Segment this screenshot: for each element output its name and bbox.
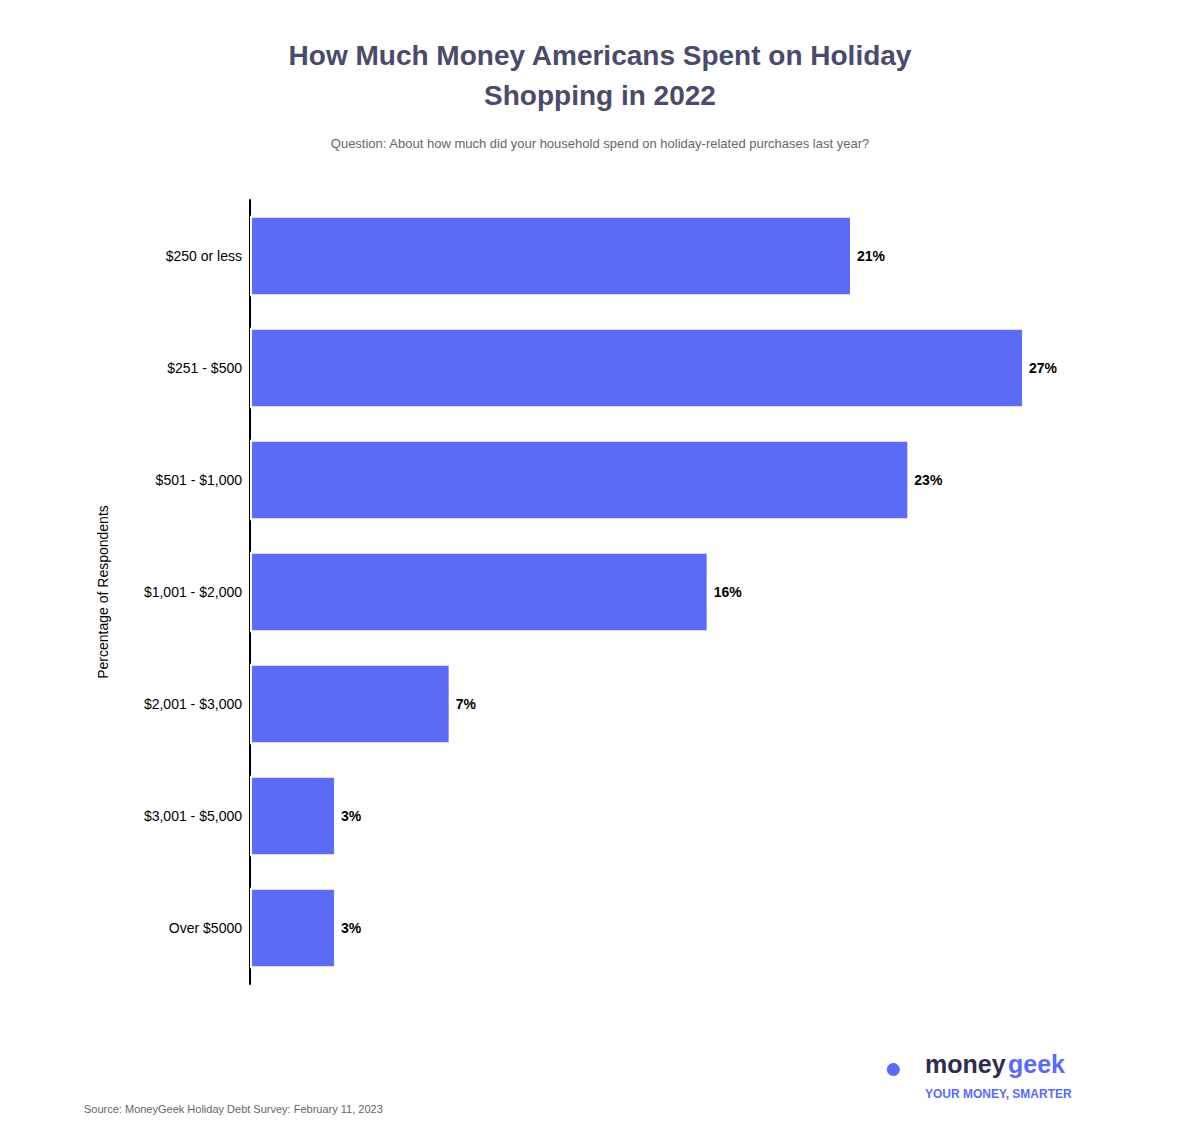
svg-text:Percentage of Respondents: Percentage of Respondents xyxy=(95,505,111,679)
svg-text:3%: 3% xyxy=(341,920,362,936)
svg-text:$1,001 - $2,000: $1,001 - $2,000 xyxy=(144,584,242,600)
svg-text:3%: 3% xyxy=(341,808,362,824)
svg-text:●: ● xyxy=(884,1051,902,1084)
svg-text:21%: 21% xyxy=(857,248,886,264)
svg-text:Over $5000: Over $5000 xyxy=(169,920,242,936)
svg-text:$250 or less: $250 or less xyxy=(166,248,242,264)
svg-text:Question: About how much did y: Question: About how much did your househ… xyxy=(331,136,869,151)
svg-text:7%: 7% xyxy=(456,696,477,712)
svg-text:$2,001 - $3,000: $2,001 - $3,000 xyxy=(144,696,242,712)
svg-text:23%: 23% xyxy=(914,472,943,488)
svg-text:$501 - $1,000: $501 - $1,000 xyxy=(156,472,243,488)
svg-text:27%: 27% xyxy=(1029,360,1058,376)
svg-text:geek: geek xyxy=(1008,1050,1065,1078)
svg-text:YOUR MONEY, SMARTER: YOUR MONEY, SMARTER xyxy=(925,1087,1072,1101)
svg-text:$251 - $500: $251 - $500 xyxy=(167,360,242,376)
svg-text:Source: MoneyGeek Holiday Debt: Source: MoneyGeek Holiday Debt Survey: F… xyxy=(84,1103,383,1115)
svg-text:How Much Money Americans Spent: How Much Money Americans Spent on Holida… xyxy=(289,40,912,71)
svg-text:money: money xyxy=(925,1050,1006,1078)
svg-text:$3,001 - $5,000: $3,001 - $5,000 xyxy=(144,808,242,824)
svg-text:16%: 16% xyxy=(714,584,743,600)
svg-text:Shopping in 2022: Shopping in 2022 xyxy=(484,80,716,111)
